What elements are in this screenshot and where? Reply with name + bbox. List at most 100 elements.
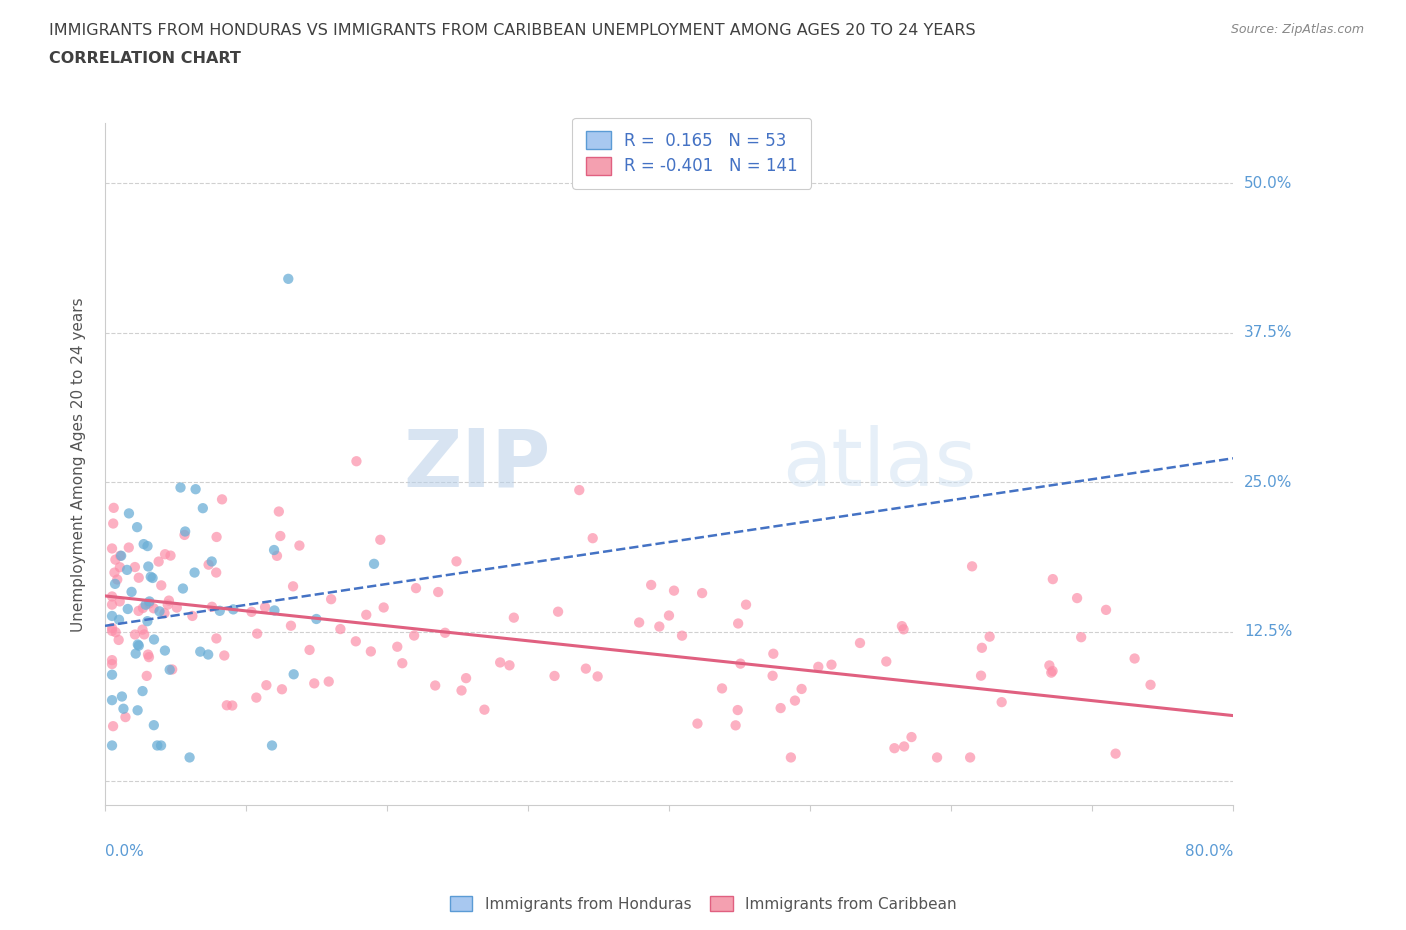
Point: [925, 750, 948, 764]
Point: [101, 608, 124, 623]
Point: [321, 591, 343, 606]
Point: [108, 594, 131, 609]
Point: [118, 506, 141, 521]
Point: [150, 578, 173, 592]
Point: [474, 702, 496, 717]
Point: [648, 619, 671, 634]
Text: 37.5%: 37.5%: [1244, 326, 1292, 340]
Point: [690, 586, 713, 601]
Point: [883, 741, 905, 756]
Point: [298, 643, 321, 658]
Point: [304, 676, 326, 691]
Point: [893, 739, 915, 754]
Point: [101, 541, 124, 556]
Point: [135, 597, 157, 612]
Point: [197, 647, 219, 662]
Point: [280, 618, 302, 633]
Point: [201, 554, 224, 569]
Point: [1095, 603, 1118, 618]
Point: [730, 657, 752, 671]
Point: [246, 626, 269, 641]
Point: [115, 563, 138, 578]
Point: [138, 594, 160, 609]
Point: [112, 701, 135, 716]
Point: [205, 565, 228, 580]
Point: [127, 637, 149, 652]
Point: [405, 580, 427, 595]
Text: CORRELATION CHART: CORRELATION CHART: [49, 51, 240, 66]
Point: [266, 549, 288, 564]
Point: [101, 668, 124, 683]
Point: [686, 716, 709, 731]
Point: [142, 718, 165, 733]
Point: [263, 542, 285, 557]
Point: [108, 612, 131, 627]
Point: [568, 483, 591, 498]
Point: [363, 556, 385, 571]
Point: [970, 669, 993, 684]
Point: [101, 653, 124, 668]
Point: [1042, 572, 1064, 587]
Point: [489, 655, 512, 670]
Point: [214, 648, 236, 663]
Point: [807, 659, 830, 674]
Text: 50.0%: 50.0%: [1244, 176, 1292, 191]
Point: [103, 565, 125, 580]
Point: [254, 600, 277, 615]
Point: [1038, 658, 1060, 673]
Point: [135, 669, 157, 684]
Point: [434, 625, 457, 640]
Point: [762, 669, 785, 684]
Point: [387, 639, 409, 654]
Point: [211, 492, 233, 507]
Point: [790, 682, 813, 697]
Point: [157, 593, 180, 608]
Legend: R =  0.165   N = 53, R = -0.401   N = 141: R = 0.165 N = 53, R = -0.401 N = 141: [572, 118, 811, 189]
Point: [104, 625, 127, 640]
Point: [281, 578, 304, 593]
Text: 12.5%: 12.5%: [1244, 624, 1292, 639]
Point: [131, 684, 153, 698]
Point: [245, 690, 267, 705]
Point: [131, 622, 153, 637]
Point: [1139, 677, 1161, 692]
Point: [875, 654, 897, 669]
Point: [711, 681, 734, 696]
Point: [138, 650, 160, 665]
Point: [356, 607, 378, 622]
Point: [267, 504, 290, 519]
Point: [640, 578, 662, 592]
Point: [128, 570, 150, 585]
Point: [128, 604, 150, 618]
Point: [121, 584, 143, 599]
Point: [188, 644, 211, 659]
Point: [110, 549, 132, 564]
Point: [446, 554, 468, 569]
Point: [271, 682, 294, 697]
Point: [101, 738, 124, 753]
Point: [153, 644, 176, 658]
Point: [658, 608, 681, 623]
Point: [427, 585, 450, 600]
Point: [169, 480, 191, 495]
Point: [101, 597, 124, 612]
Point: [240, 604, 263, 619]
Point: [373, 600, 395, 615]
Point: [820, 658, 842, 672]
Point: [959, 750, 981, 764]
Point: [114, 710, 136, 724]
Point: [450, 683, 472, 698]
Point: [425, 678, 447, 693]
Point: [108, 560, 131, 575]
Point: [132, 601, 155, 616]
Point: [101, 620, 124, 635]
Point: [184, 482, 207, 497]
Point: [727, 616, 749, 631]
Point: [127, 520, 149, 535]
Point: [124, 627, 146, 642]
Point: [103, 516, 125, 531]
Point: [205, 529, 228, 544]
Point: [159, 662, 181, 677]
Point: [283, 667, 305, 682]
Point: [1042, 663, 1064, 678]
